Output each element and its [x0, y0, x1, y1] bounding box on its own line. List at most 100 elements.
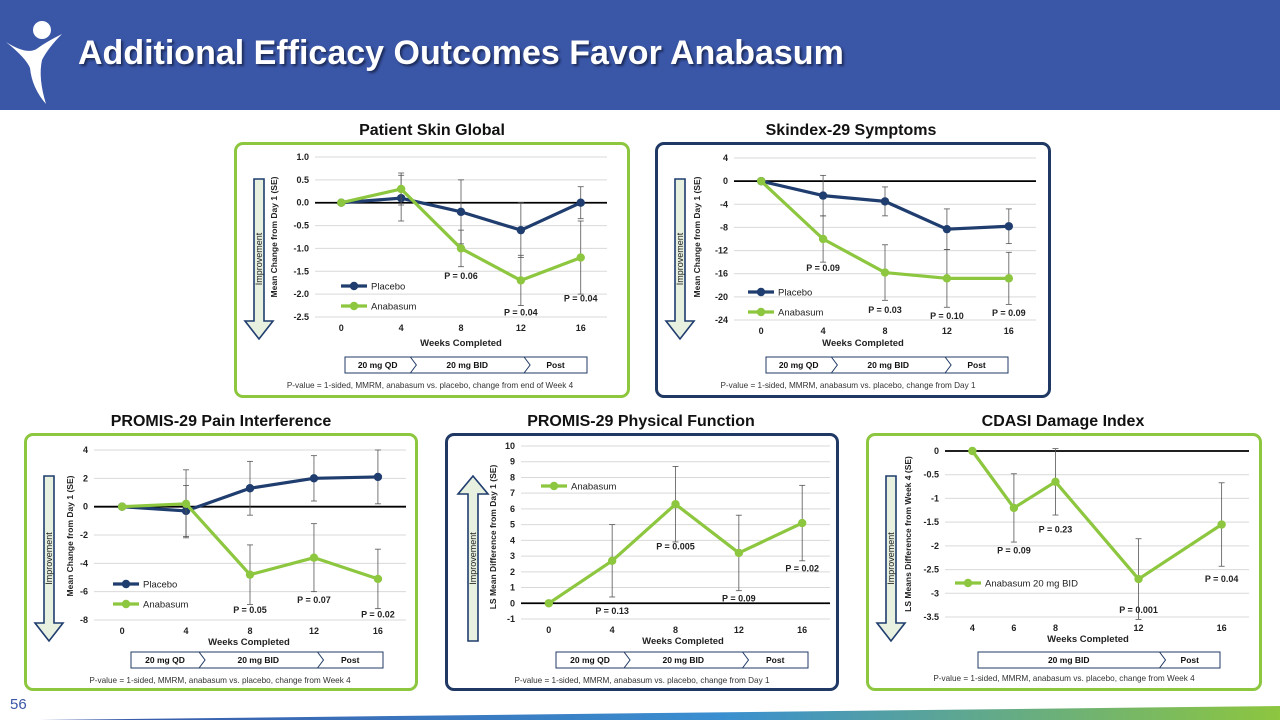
data-point — [942, 224, 952, 234]
improvement-label: Improvement — [254, 232, 264, 285]
logo-figure-icon — [6, 21, 62, 104]
dose-bar — [977, 651, 1221, 669]
data-point — [1004, 274, 1014, 283]
x-tick-label: 4 — [184, 626, 189, 636]
chart-cdasi-damage-index: 0 -0.5 -1 -1.5 -2 -2.5 -3 -3.5 4 6 8 12 16 LS Means D… — [875, 446, 1249, 683]
x-axis-label: Weeks Completed — [822, 338, 904, 349]
y-tick-label: 4 — [83, 445, 88, 455]
data-point — [181, 499, 191, 509]
x-tick-label: 12 — [942, 326, 952, 336]
p-value-label: P = 0.04 — [1205, 574, 1239, 584]
y-tick-label: 9 — [510, 457, 515, 467]
legend-marker — [756, 307, 766, 317]
legend-marker — [121, 599, 131, 609]
legend-marker — [549, 481, 559, 491]
data-point — [117, 502, 127, 511]
data-point — [942, 274, 952, 283]
p-value-label: P = 0.09 — [992, 308, 1026, 318]
data-point — [516, 276, 526, 285]
dose-bar-divider — [409, 356, 417, 374]
y-tick-label: -3.5 — [923, 612, 939, 622]
chart-patient-skin-global: 1.0 0.5 0.0 -0.5 -1.0 -1.5 -2.0 -2.5 0 4 8 12 16 Mean… — [243, 152, 607, 390]
data-point — [396, 184, 406, 194]
dose-bar-label: 20 mg BID — [1048, 655, 1090, 665]
legend-marker — [121, 579, 131, 589]
dose-bar-label: Post — [546, 360, 565, 370]
p-value-label: P = 0.09 — [997, 546, 1031, 556]
y-axis-label: Mean Change from Day 1 (SE) — [65, 475, 75, 596]
y-tick-label: 0 — [934, 446, 939, 456]
improvement-label: Improvement — [44, 532, 54, 585]
legend-label: Anabasum — [143, 600, 189, 611]
y-tick-label: -24 — [715, 315, 728, 325]
y-tick-label: -8 — [80, 615, 88, 625]
data-point — [968, 446, 977, 456]
data-point — [373, 574, 383, 584]
x-tick-label: 12 — [1134, 623, 1144, 633]
legend-label: Anabasum — [571, 482, 617, 493]
y-tick-label: 0 — [723, 176, 728, 186]
x-tick-label: 8 — [247, 626, 252, 636]
y-tick-label: -1 — [931, 493, 939, 503]
x-tick-label: 8 — [1053, 623, 1058, 633]
legend-label: Anabasum 20 mg BID — [985, 579, 1078, 590]
y-tick-label: 4 — [723, 153, 728, 163]
dose-bar-label: 20 mg QD — [779, 360, 819, 370]
y-tick-label: -2 — [931, 541, 939, 551]
x-tick-label: 8 — [458, 323, 463, 333]
data-point — [373, 472, 383, 482]
y-tick-label: 1.0 — [296, 152, 309, 162]
y-tick-label: -0.5 — [293, 221, 309, 231]
x-tick-label: 4 — [610, 625, 615, 635]
y-tick-label: 0.0 — [296, 198, 309, 208]
x-tick-label: 8 — [673, 625, 678, 635]
improvement-label: Improvement — [468, 532, 478, 585]
footnote: P-value = 1-sided, MMRM, anabasum vs. pl… — [720, 381, 976, 390]
chart-panel-skindex-29-symptoms: 4 0 -4 -8 -12 -16 -20 -24 0 4 8 12 16 Mean Change fro… — [655, 142, 1051, 398]
x-axis-label: Weeks Completed — [420, 338, 502, 349]
data-point — [607, 556, 617, 566]
y-tick-label: -12 — [715, 246, 728, 256]
y-tick-label: -2 — [80, 530, 88, 540]
x-tick-label: 4 — [970, 623, 975, 633]
x-axis-label: Weeks Completed — [642, 636, 724, 647]
data-point — [576, 253, 585, 262]
dose-bar-divider — [944, 356, 952, 374]
chart-title-promis-29-pain-interference: PROMIS-29 Pain Interference — [110, 413, 332, 430]
x-axis-label: Weeks Completed — [1047, 634, 1129, 645]
y-tick-label: 10 — [505, 441, 515, 451]
dose-bar-label: 20 mg BID — [237, 655, 279, 665]
dose-bar-label: Post — [341, 655, 360, 665]
dose-bar-divider — [623, 651, 631, 669]
data-point — [245, 570, 255, 579]
data-point — [456, 244, 466, 253]
bottom-decorative-bar — [40, 706, 1280, 720]
dose-bar-divider — [198, 651, 206, 669]
chart-panel-promis-29-physical-function: 10 9 8 7 6 5 4 3 2 1 0 -1 0 4 8 12 16 LS Mean Difference … — [445, 433, 839, 691]
dose-bar-label: 20 mg BID — [867, 360, 909, 370]
x-tick-label: 4 — [821, 326, 826, 336]
legend-label: Placebo — [143, 580, 177, 591]
data-point — [309, 553, 319, 562]
dose-bar-label: Post — [967, 360, 986, 370]
dose-bar-label: 20 mg QD — [358, 360, 398, 370]
p-value-label: P = 0.10 — [930, 311, 964, 321]
dose-bar-label: Post — [1181, 655, 1200, 665]
x-tick-label: 16 — [576, 323, 586, 333]
x-tick-label: 6 — [1011, 623, 1016, 633]
x-tick-label: 16 — [1217, 623, 1227, 633]
y-axis-label: LS Means Difference from Week 4 (SE) — [903, 456, 913, 612]
x-tick-label: 16 — [373, 626, 383, 636]
footnote: P-value = 1-sided, MMRM, anabasum vs. pl… — [933, 674, 1195, 683]
dose-bar-divider — [1159, 651, 1167, 669]
data-point — [1134, 574, 1143, 584]
y-axis-label: LS Mean Difference from Day 1 (SE) — [488, 465, 498, 610]
p-value-label: P = 0.04 — [564, 294, 598, 304]
data-point — [734, 548, 744, 558]
chart-title-promis-29-physical-function: PROMIS-29 Physical Function — [527, 413, 755, 430]
p-value-label: P = 0.09 — [722, 594, 756, 604]
x-tick-label: 0 — [120, 626, 125, 636]
p-value-label: P = 0.05 — [233, 605, 267, 615]
p-value-label: P = 0.02 — [785, 564, 819, 574]
x-tick-label: 16 — [797, 625, 807, 635]
